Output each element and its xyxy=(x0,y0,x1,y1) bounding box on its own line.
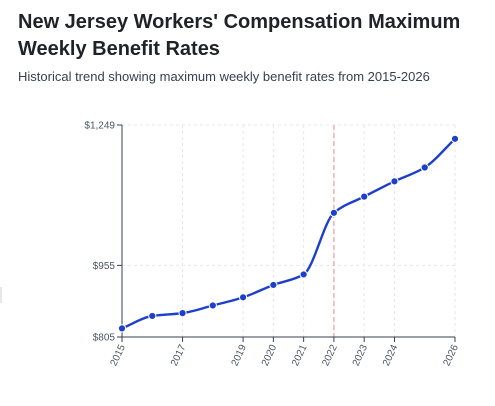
data-points xyxy=(117,134,460,333)
data-point xyxy=(390,177,399,186)
data-point xyxy=(117,324,127,333)
y-tick-label: $1,249 xyxy=(84,121,115,132)
y-tick-labels: $805 $955 $1,249 xyxy=(84,121,115,344)
x-tick-label: 2024 xyxy=(381,343,401,368)
data-point xyxy=(450,134,460,143)
data-point xyxy=(269,280,278,290)
grid-lines xyxy=(121,124,456,338)
y-tick-label: $805 xyxy=(93,333,116,344)
data-point xyxy=(238,293,248,302)
x-tick-label: 2020 xyxy=(260,343,280,368)
y-tick-label: $955 xyxy=(93,261,116,272)
series-line xyxy=(121,137,456,330)
x-tick-label: 2015 xyxy=(109,343,129,368)
chart-subtitle: Historical trend showing maximum weekly … xyxy=(18,69,430,84)
axes xyxy=(117,124,456,342)
x-tick-label: 2021 xyxy=(290,343,310,368)
x-tick-label: 2017 xyxy=(169,343,189,368)
data-point xyxy=(148,311,157,321)
data-point xyxy=(178,309,187,318)
edge-marker xyxy=(0,287,2,303)
x-tick-label: 2026 xyxy=(442,343,462,368)
data-point xyxy=(360,192,369,201)
x-tick-labels: 2015 2017 2019 2020 2021 2022 2023 2024 2026 xyxy=(109,343,462,368)
data-point xyxy=(299,270,308,279)
data-point xyxy=(420,163,429,172)
x-tick-label: 2019 xyxy=(230,343,250,368)
x-tick-label: 2022 xyxy=(320,343,340,368)
chart-title: New Jersey Workers' Compensation Maximum… xyxy=(18,11,461,60)
series-group xyxy=(121,137,456,330)
data-point xyxy=(329,208,339,217)
x-tick-label: 2023 xyxy=(351,343,371,368)
data-point xyxy=(208,301,217,310)
